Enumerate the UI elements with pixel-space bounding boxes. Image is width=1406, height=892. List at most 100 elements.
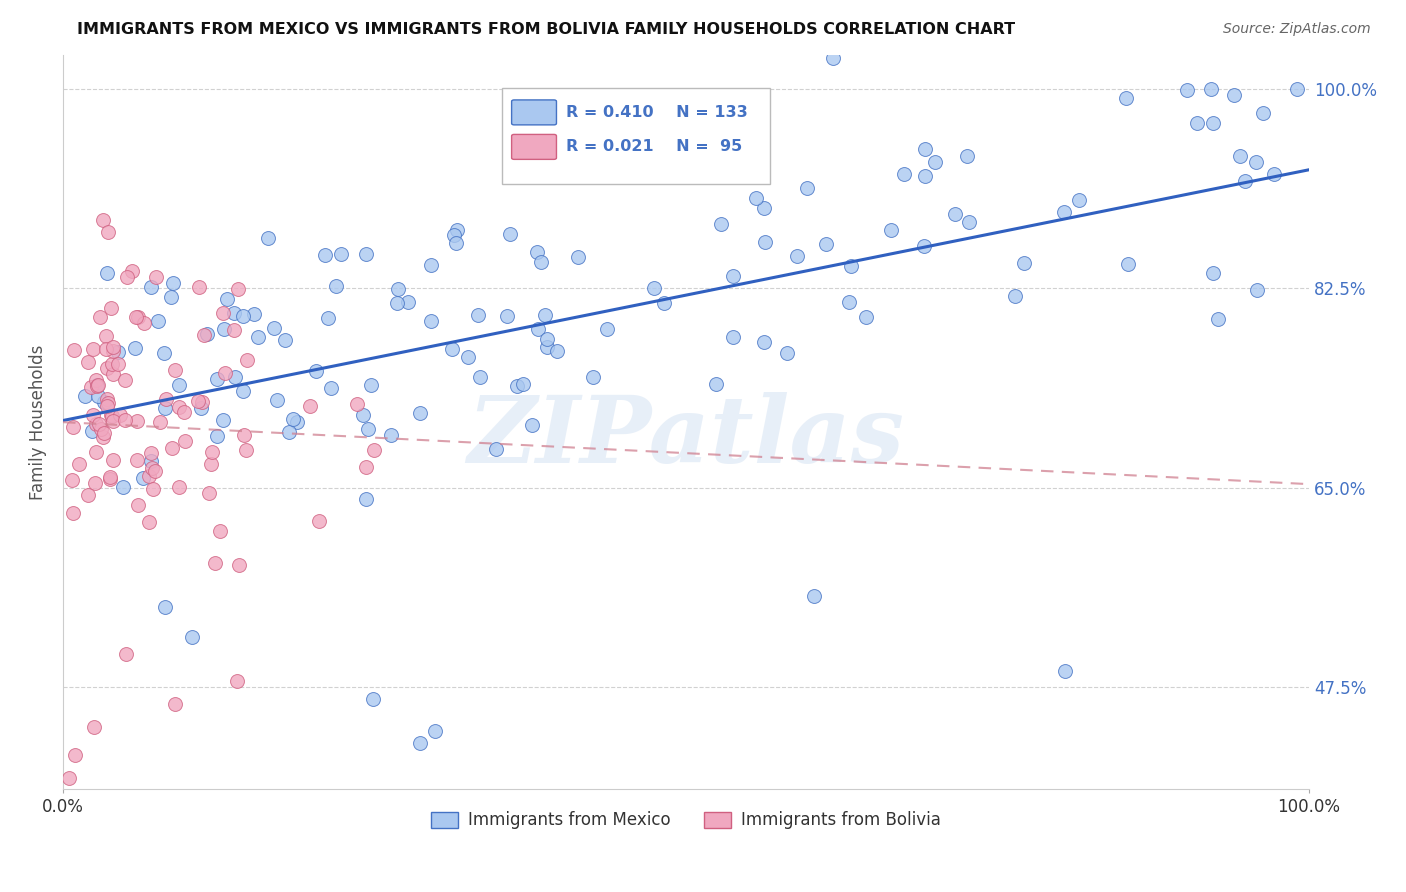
Point <box>127 498 149 512</box>
Point <box>93 425 115 440</box>
Point <box>132 316 155 330</box>
Point <box>115 647 138 661</box>
Point <box>257 231 280 245</box>
Point <box>209 524 232 538</box>
Point <box>155 392 177 407</box>
Point <box>1199 82 1222 96</box>
Point <box>93 394 115 409</box>
Point <box>314 247 336 261</box>
Point <box>62 420 84 434</box>
Point <box>363 442 385 457</box>
Point <box>197 486 219 500</box>
Point <box>652 295 675 310</box>
Point <box>201 445 224 459</box>
Point <box>215 293 238 307</box>
Point <box>190 401 212 415</box>
Point <box>96 392 118 406</box>
Point <box>224 370 246 384</box>
Point <box>266 393 288 408</box>
Point <box>115 270 138 285</box>
Point <box>124 341 146 355</box>
Point <box>82 424 104 438</box>
Point <box>346 396 368 410</box>
Point <box>710 217 733 231</box>
Point <box>1285 82 1308 96</box>
Point <box>274 333 297 347</box>
Point <box>100 301 122 315</box>
Point <box>1202 266 1225 280</box>
Point <box>496 309 519 323</box>
Point <box>222 323 245 337</box>
Point <box>62 507 84 521</box>
Point <box>149 415 172 429</box>
Point <box>187 393 209 408</box>
Point <box>308 514 330 528</box>
Point <box>880 223 903 237</box>
Point <box>148 314 170 328</box>
Point <box>1202 116 1225 130</box>
Point <box>204 556 226 570</box>
Point <box>485 442 508 456</box>
Point <box>60 473 83 487</box>
Point <box>721 329 744 343</box>
FancyBboxPatch shape <box>512 135 557 160</box>
Point <box>111 480 134 494</box>
Point <box>299 399 322 413</box>
Point <box>214 366 236 380</box>
Point <box>330 246 353 260</box>
Y-axis label: Family Households: Family Households <box>30 344 46 500</box>
Point <box>506 379 529 393</box>
Point <box>246 330 269 344</box>
Point <box>84 475 107 490</box>
Text: R = 0.410    N = 133: R = 0.410 N = 133 <box>567 105 748 120</box>
Point <box>83 720 105 734</box>
Point <box>80 380 103 394</box>
Point <box>893 167 915 181</box>
Point <box>839 259 862 273</box>
Point <box>84 445 107 459</box>
Point <box>420 314 443 328</box>
Point <box>153 346 176 360</box>
Point <box>1069 193 1091 207</box>
Point <box>127 310 149 324</box>
Point <box>141 280 163 294</box>
Point <box>187 279 209 293</box>
Point <box>212 322 235 336</box>
Point <box>443 227 465 242</box>
Point <box>212 413 235 427</box>
Text: R = 0.021    N =  95: R = 0.021 N = 95 <box>567 139 742 154</box>
Point <box>205 372 228 386</box>
Text: ZIPatlas: ZIPatlas <box>468 392 904 482</box>
Point <box>86 377 108 392</box>
Point <box>207 428 229 442</box>
Point <box>419 258 441 272</box>
Text: IMMIGRANTS FROM MEXICO VS IMMIGRANTS FROM BOLIVIA FAMILY HOUSEHOLDS CORRELATION : IMMIGRANTS FROM MEXICO VS IMMIGRANTS FRO… <box>77 22 1015 37</box>
Point <box>1116 256 1139 270</box>
Point <box>536 340 558 354</box>
Point <box>536 332 558 346</box>
Point <box>441 342 464 356</box>
Point <box>138 515 160 529</box>
Point <box>77 488 100 502</box>
Point <box>325 279 347 293</box>
Point <box>97 225 120 239</box>
Point <box>396 295 419 310</box>
Point <box>520 417 543 432</box>
Point <box>84 417 107 432</box>
Point <box>160 441 183 455</box>
Point <box>815 237 838 252</box>
Point <box>107 344 129 359</box>
Point <box>1244 155 1267 169</box>
Point <box>305 364 328 378</box>
Point <box>796 180 818 194</box>
Point <box>360 378 382 392</box>
Point <box>242 307 264 321</box>
Point <box>125 310 148 324</box>
Point <box>754 235 776 249</box>
Point <box>596 322 619 336</box>
Point <box>467 309 489 323</box>
Point <box>167 378 190 392</box>
Point <box>786 249 808 263</box>
Point <box>1175 83 1198 97</box>
Point <box>704 377 727 392</box>
